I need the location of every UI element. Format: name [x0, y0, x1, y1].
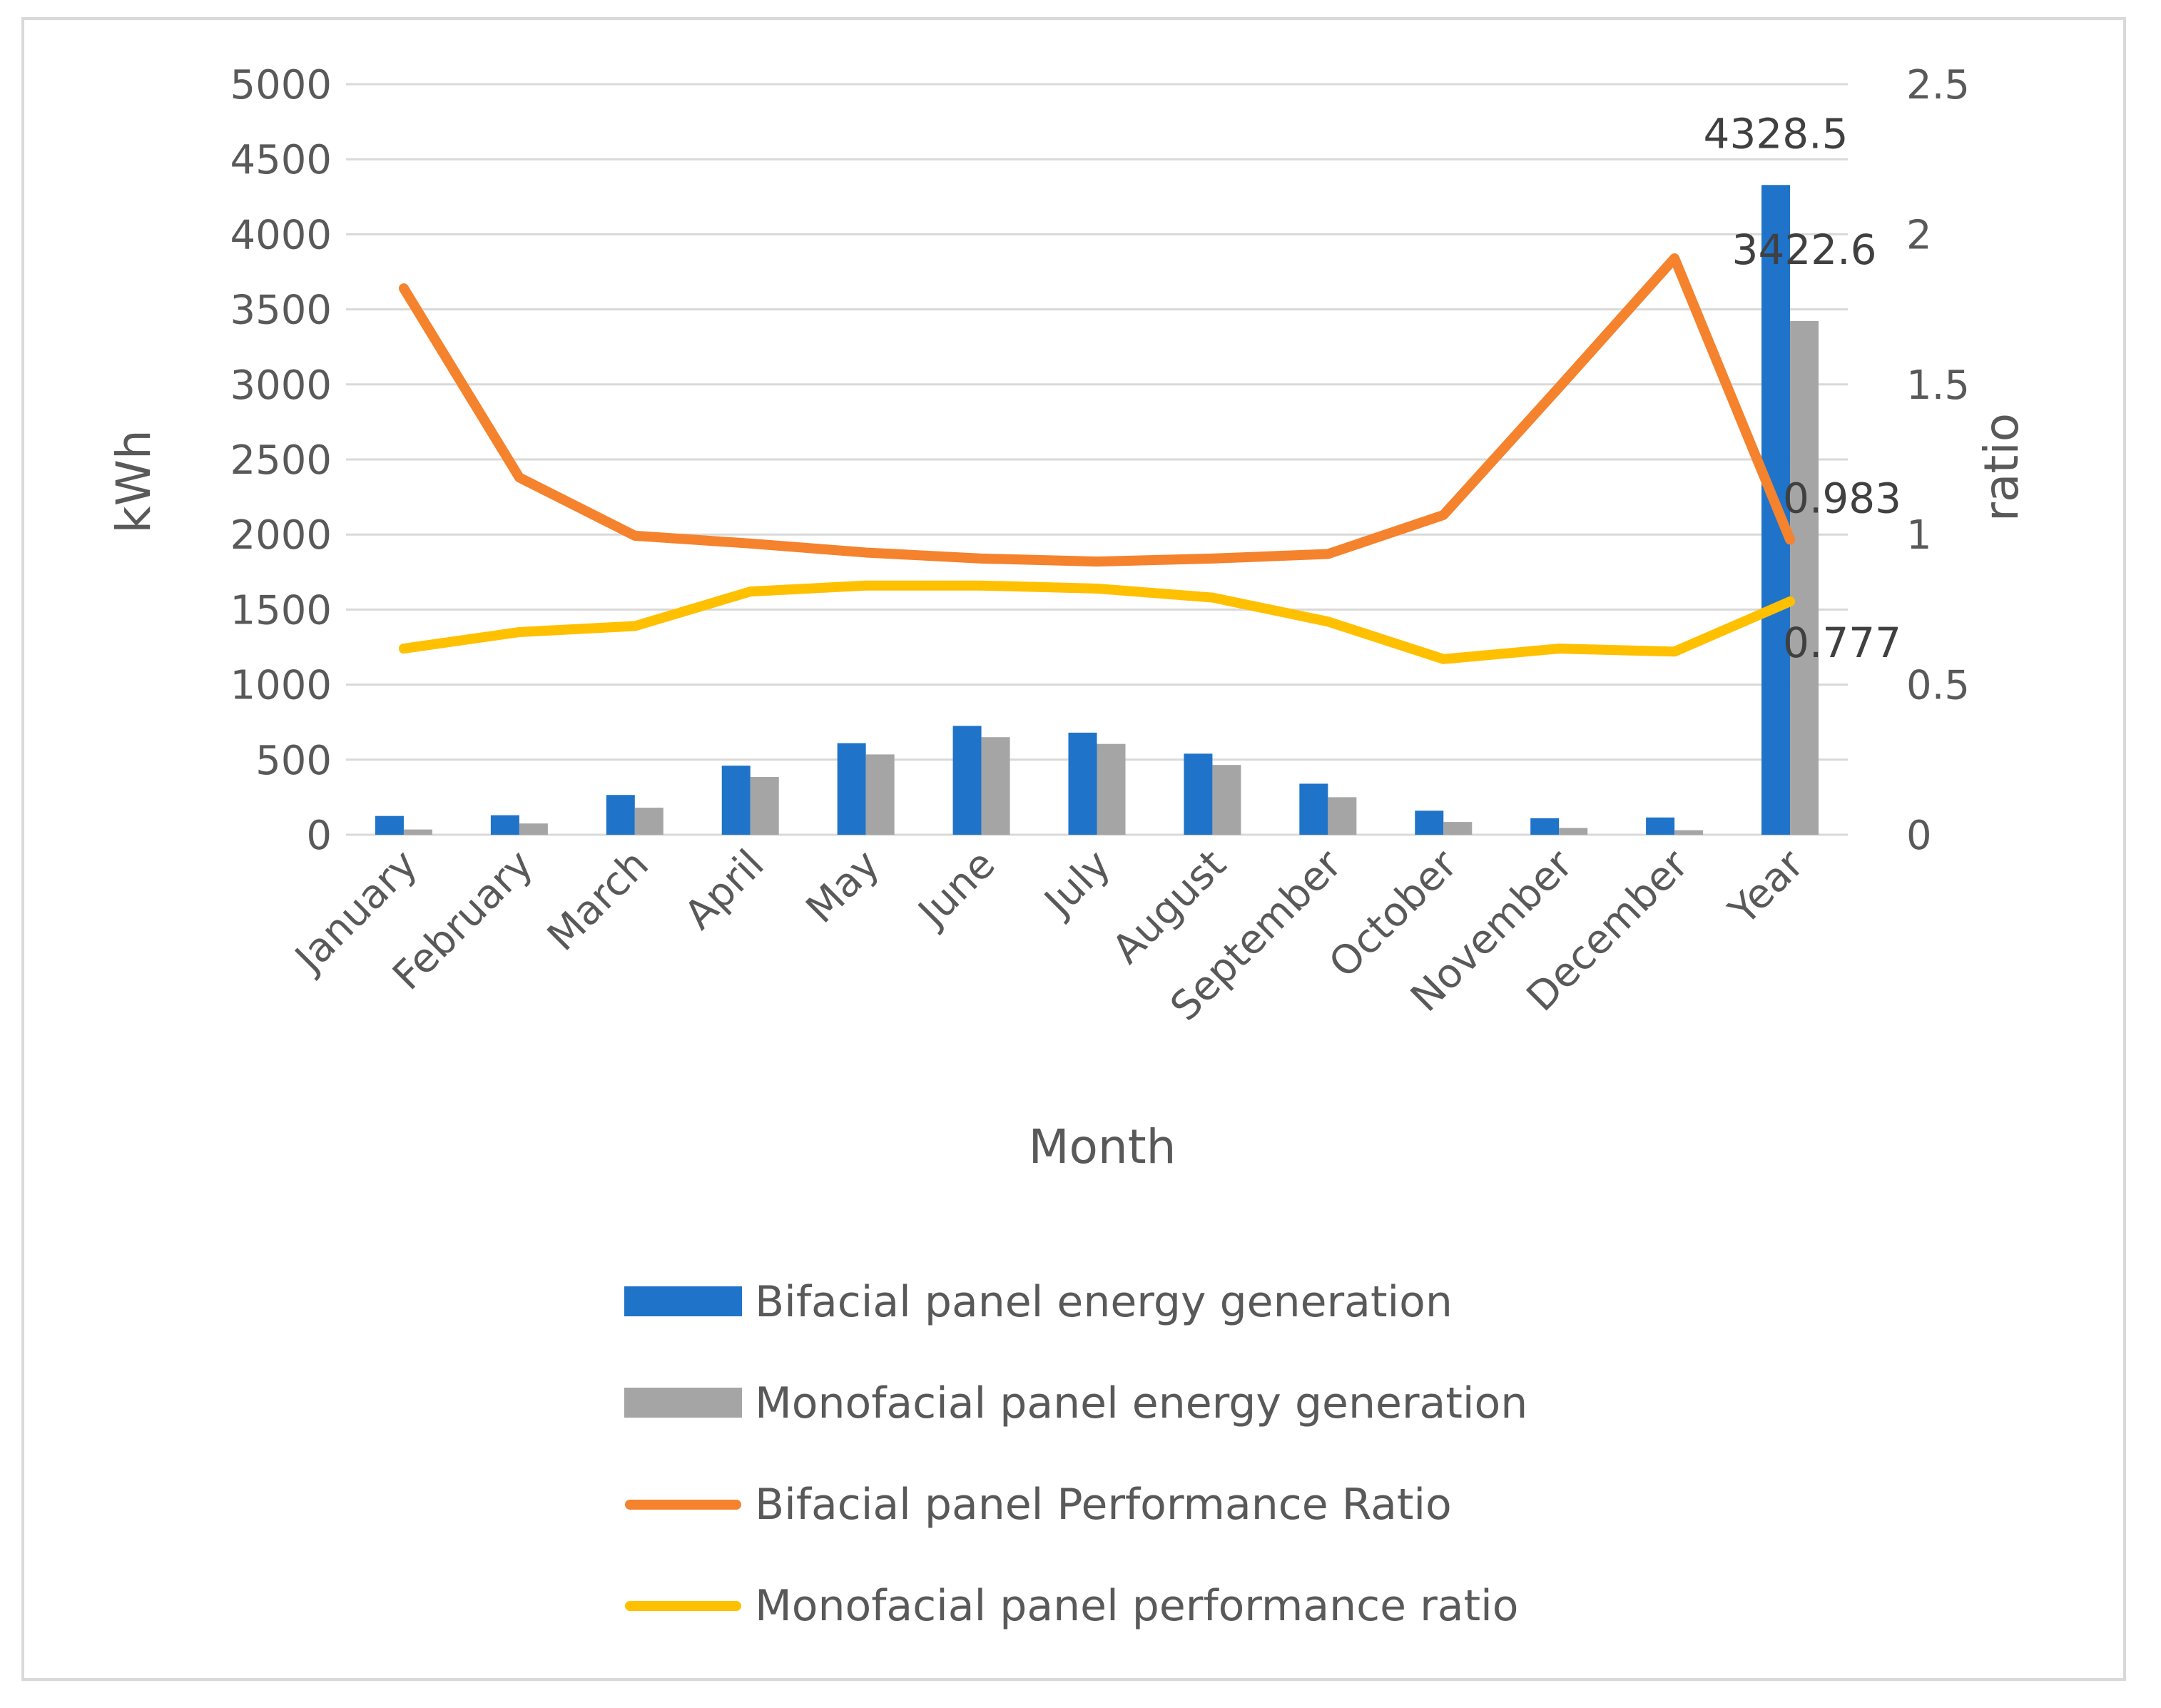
y-axis-title: kWh	[106, 429, 161, 533]
x-tick-label: Year	[1719, 840, 1813, 934]
series-line	[398, 253, 1796, 567]
x-axis-title: Month	[1029, 1119, 1176, 1174]
tick-labels: 0 500 1000 1500 2000 2500 3000 3500 4000 4500 5000…	[230, 62, 1970, 1030]
y-tick-label: 1500	[230, 587, 332, 634]
bar	[1674, 830, 1704, 835]
x-tick-label: April	[676, 841, 773, 938]
gridlines	[346, 83, 1848, 836]
y2-tick-label: 0.5	[1906, 663, 1970, 709]
bar	[865, 754, 895, 835]
bar	[519, 823, 548, 835]
y-tick-label: 0	[306, 813, 332, 859]
data-label: 0.983	[1783, 474, 1901, 522]
data-label: 3422.6	[1732, 225, 1877, 274]
data-label: 0.777	[1783, 619, 1901, 667]
y2-tick-label: 2	[1906, 212, 1932, 258]
bar	[1299, 783, 1328, 835]
bar	[1559, 828, 1588, 835]
bar	[721, 766, 751, 835]
bar	[1530, 818, 1560, 835]
bar	[403, 829, 432, 835]
series-line	[398, 580, 1796, 664]
bar	[1646, 817, 1675, 835]
bar	[981, 737, 1010, 835]
y-tick-label: 2500	[230, 437, 332, 484]
y-tick-label: 4000	[230, 212, 332, 258]
x-tick-label: March	[539, 841, 658, 960]
legend-label: Bifacial panel Performance Ratio	[755, 1480, 1452, 1530]
x-tick-label: July	[1034, 841, 1119, 926]
y-tick-label: 3000	[230, 362, 332, 409]
bar	[1068, 732, 1097, 835]
x-tick-label: May	[798, 841, 889, 932]
bar	[1097, 743, 1126, 835]
legend-swatch	[624, 1286, 742, 1316]
y2-axis-title: ratio	[1974, 413, 2029, 522]
legend-swatch	[624, 1388, 742, 1418]
bar	[1184, 753, 1213, 835]
y-tick-label: 4500	[230, 137, 332, 183]
bar	[1790, 320, 1819, 835]
data-labels: 4328.5 3422.6 0.983 0.777	[1704, 109, 1902, 667]
y2-tick-label: 0	[1906, 813, 1932, 859]
legend-label: Monofacial panel energy generation	[755, 1378, 1527, 1428]
y-tick-label: 3500	[230, 288, 332, 334]
bar	[634, 808, 663, 835]
bar	[1443, 822, 1473, 835]
bar	[837, 743, 866, 835]
axis-titles: kWh ratio Month	[106, 413, 2029, 1174]
y2-tick-label: 1.5	[1906, 362, 1970, 409]
y2-tick-label: 1	[1906, 512, 1932, 559]
x-tick-label: June	[908, 841, 1004, 937]
y-tick-label: 500	[255, 738, 332, 784]
bar	[1328, 797, 1357, 835]
y-tick-label: 1000	[230, 663, 332, 709]
bar	[375, 815, 404, 835]
bar	[750, 776, 779, 835]
bars	[375, 185, 1819, 835]
bar	[490, 815, 519, 835]
bar	[1415, 810, 1444, 835]
data-label: 4328.5	[1704, 109, 1849, 158]
legend-label: Bifacial panel energy generation	[755, 1277, 1453, 1327]
legend: Bifacial panel energy generation Monofaci…	[624, 1277, 1527, 1631]
legend-label: Monofacial panel performance ratio	[755, 1581, 1518, 1631]
bar	[606, 795, 635, 835]
bar	[1212, 765, 1241, 835]
series-lines	[398, 253, 1796, 664]
y-tick-label: 5000	[230, 62, 332, 108]
bar	[952, 726, 982, 835]
y-tick-label: 2000	[230, 512, 332, 559]
y2-tick-label: 2.5	[1906, 62, 1970, 108]
